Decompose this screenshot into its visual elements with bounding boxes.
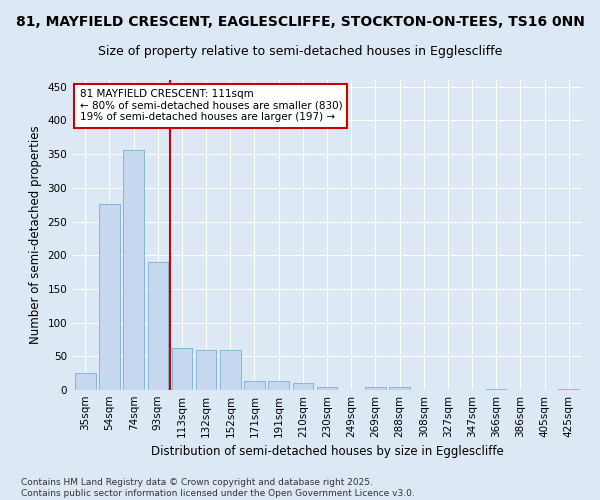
Bar <box>172 348 192 390</box>
Bar <box>220 350 241 390</box>
Y-axis label: Number of semi-detached properties: Number of semi-detached properties <box>29 126 42 344</box>
Bar <box>268 381 289 390</box>
Bar <box>486 388 506 390</box>
Bar <box>148 262 168 390</box>
Bar <box>317 386 337 390</box>
Text: 81, MAYFIELD CRESCENT, EAGLESCLIFFE, STOCKTON-ON-TEES, TS16 0NN: 81, MAYFIELD CRESCENT, EAGLESCLIFFE, STO… <box>16 15 584 29</box>
Bar <box>293 384 313 390</box>
Bar <box>75 373 95 390</box>
Bar <box>244 381 265 390</box>
Bar <box>389 386 410 390</box>
Text: Contains HM Land Registry data © Crown copyright and database right 2025.
Contai: Contains HM Land Registry data © Crown c… <box>21 478 415 498</box>
Text: 81 MAYFIELD CRESCENT: 111sqm
← 80% of semi-detached houses are smaller (830)
19%: 81 MAYFIELD CRESCENT: 111sqm ← 80% of se… <box>80 90 342 122</box>
Text: Size of property relative to semi-detached houses in Egglescliffe: Size of property relative to semi-detach… <box>98 45 502 58</box>
Bar <box>99 204 120 390</box>
Bar <box>559 388 579 390</box>
X-axis label: Distribution of semi-detached houses by size in Egglescliffe: Distribution of semi-detached houses by … <box>151 446 503 458</box>
Bar <box>365 386 386 390</box>
Bar <box>196 350 217 390</box>
Bar <box>124 150 144 390</box>
